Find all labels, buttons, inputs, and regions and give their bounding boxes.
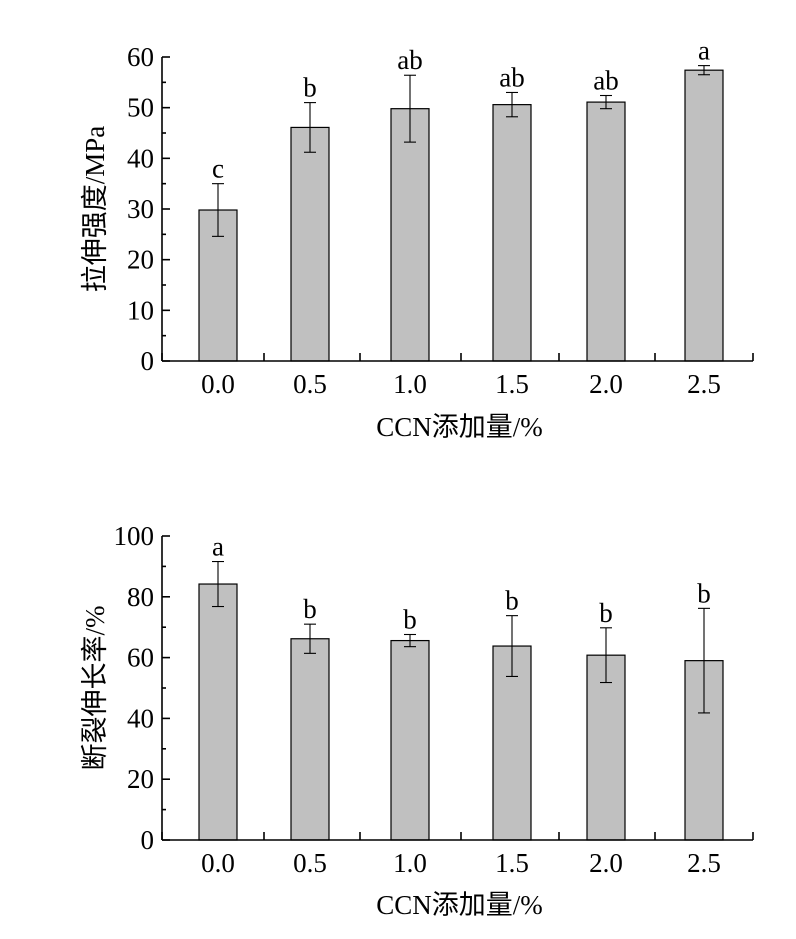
y-tick-label: 0 — [141, 346, 155, 376]
bar-1.0 — [390, 108, 430, 362]
error-bar-1.5 — [506, 91, 518, 118]
y-axis-title: 断裂伸长率/% — [80, 606, 110, 771]
significance-label-0.5: b — [303, 73, 317, 103]
y-axis-title: 拉伸强度/MPa — [80, 126, 110, 293]
x-tick-label-2.5: 2.5 — [687, 848, 721, 878]
elongation-at-break-chart: a b b b b b 0 20 40 60 80 100 0.0 0.5 1.0 1.5 2.0 2.5 CCN添… — [80, 521, 754, 920]
x-tick-label-0.0: 0.0 — [201, 848, 235, 878]
bar-2.5 — [684, 69, 724, 362]
x-tick-label-1.5: 1.5 — [495, 369, 529, 399]
bar-0.5 — [290, 126, 330, 362]
y-tick-label: 20 — [127, 764, 154, 794]
significance-label-2.0: b — [599, 598, 613, 628]
error-bar-2.0 — [600, 627, 612, 684]
y-tick-label: 10 — [127, 295, 154, 325]
error-bar-1.0 — [404, 74, 416, 143]
bar-0.0 — [198, 583, 238, 841]
y-tick-label: 40 — [127, 703, 154, 733]
error-bar-2.5 — [698, 607, 710, 714]
significance-label-1.0: ab — [397, 45, 422, 75]
x-tick-label-1.5: 1.5 — [495, 848, 529, 878]
significance-label-1.5: b — [505, 586, 519, 616]
x-tick-label-0.0: 0.0 — [201, 369, 235, 399]
error-bar-2.5 — [698, 65, 710, 76]
error-bar-0.0 — [212, 560, 224, 608]
y-tick-label: 30 — [127, 194, 154, 224]
significance-label-0.5: b — [303, 594, 317, 624]
significance-label-2.5: a — [698, 36, 710, 66]
y-tick-label: 80 — [127, 582, 154, 612]
error-bar-1.5 — [506, 615, 518, 677]
significance-label-2.0: ab — [593, 66, 618, 96]
bar-1.5 — [492, 104, 532, 362]
x-axis-title: CCN添加量/% — [376, 412, 543, 442]
significance-label-2.5: b — [697, 578, 711, 608]
tensile-strength-chart: c b ab ab ab a 0 10 20 30 40 50 60 0.0 0.5 1.0 1.5 2.0 2.5… — [80, 36, 754, 442]
bar-1.0 — [390, 639, 430, 841]
error-bar-1.0 — [404, 633, 416, 648]
x-tick-label-2.5: 2.5 — [687, 369, 721, 399]
bar-0.5 — [290, 638, 330, 841]
y-tick-label: 40 — [127, 143, 154, 173]
y-tick-label: 20 — [127, 245, 154, 275]
error-bar-0.5 — [304, 623, 316, 654]
x-tick-label-2.0: 2.0 — [589, 369, 623, 399]
x-axis-title: CCN添加量/% — [376, 890, 543, 920]
y-tick-label: 60 — [127, 643, 154, 673]
x-tick-label-2.0: 2.0 — [589, 848, 623, 878]
y-tick-label: 0 — [141, 825, 155, 855]
x-tick-label-1.0: 1.0 — [393, 369, 427, 399]
significance-label-1.5: ab — [499, 62, 524, 92]
x-tick-label-0.5: 0.5 — [293, 369, 327, 399]
y-tick-label: 60 — [127, 42, 154, 72]
y-tick-label: 100 — [114, 521, 155, 551]
error-bar-2.0 — [600, 94, 612, 110]
error-bar-0.0 — [212, 183, 224, 237]
error-bar-0.5 — [304, 102, 316, 153]
bar-2.0 — [586, 101, 626, 362]
x-tick-label-0.5: 0.5 — [293, 848, 327, 878]
significance-label-0.0: c — [212, 154, 224, 184]
y-tick-label: 50 — [127, 93, 154, 123]
significance-label-1.0: b — [403, 604, 417, 634]
x-tick-label-1.0: 1.0 — [393, 848, 427, 878]
significance-label-0.0: a — [212, 532, 224, 562]
